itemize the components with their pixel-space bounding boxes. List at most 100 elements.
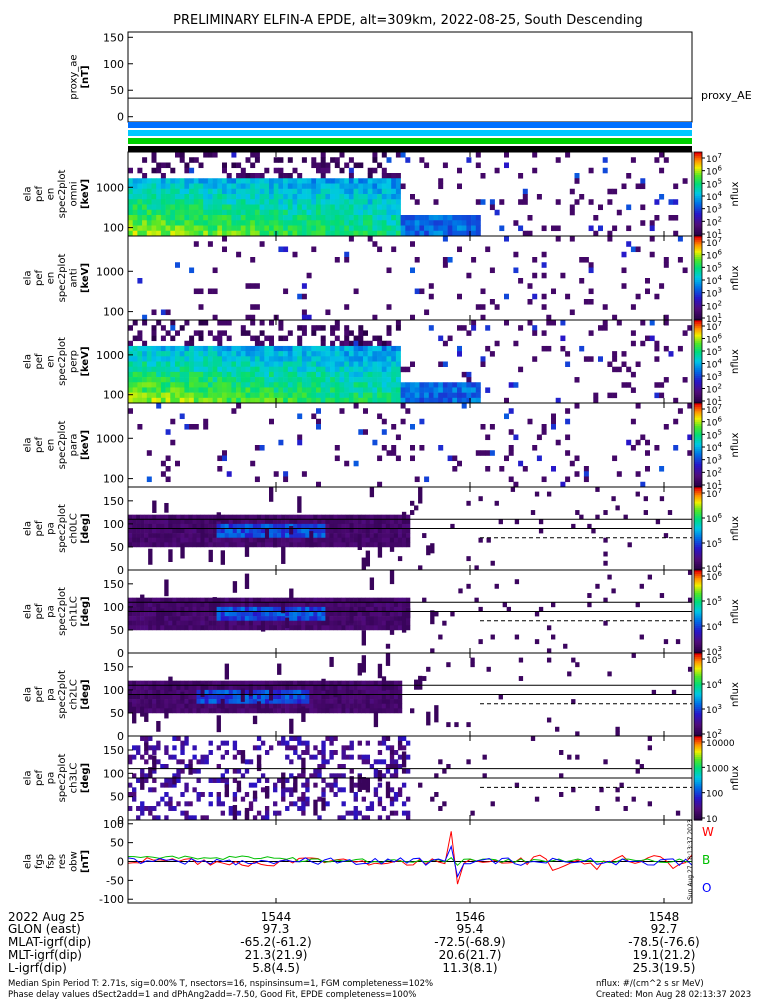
en_2-cell xyxy=(254,387,260,393)
pa_0-streak xyxy=(426,545,431,556)
en_1-cbar-cell xyxy=(694,236,702,239)
en_2-cell xyxy=(132,392,138,399)
en_2-cell xyxy=(348,382,354,388)
en_0-cell xyxy=(414,230,420,237)
en_2-cbar-cell xyxy=(694,392,702,396)
pa_1-cell xyxy=(248,611,254,617)
en_3-ylabel-0: ela xyxy=(23,437,34,452)
en_3-cell xyxy=(583,471,589,477)
en_2-cell xyxy=(353,351,359,357)
side-stamp: Sun Aug 27 18:13:37 2023 xyxy=(687,819,694,900)
en_1-cell xyxy=(654,293,660,300)
pa_0-cell xyxy=(224,533,230,539)
en_1-cell xyxy=(532,257,538,263)
en_0-cell xyxy=(386,215,392,221)
pa_0-cell xyxy=(244,528,250,534)
en_0-cell xyxy=(160,194,166,200)
en_0-cell xyxy=(395,230,401,237)
pa_3-cell xyxy=(216,764,221,769)
pa_1-cell xyxy=(224,625,230,631)
en_0-cell xyxy=(334,199,340,205)
pa_3-streak xyxy=(152,755,157,771)
en_2-cell xyxy=(240,356,246,362)
pa_1-cell xyxy=(289,606,294,612)
en_2-cell xyxy=(189,345,195,352)
en_3-cell xyxy=(687,450,693,456)
en_2-cbar-ticklabel: 104 xyxy=(706,358,722,371)
pa_1-cell xyxy=(478,639,483,645)
en_0-cell xyxy=(273,215,279,221)
en_0-cell xyxy=(358,215,364,221)
pa_1-cell xyxy=(128,597,133,603)
en_2-cell xyxy=(358,377,364,383)
en_3-cell xyxy=(583,476,589,483)
en_2-cell xyxy=(179,377,185,383)
en_2-cell xyxy=(372,397,378,404)
pa_2-cell xyxy=(337,694,342,700)
en_0-cell xyxy=(184,178,190,184)
en_0-cell xyxy=(353,230,359,237)
en_2-cell xyxy=(250,371,256,378)
en_1-cell xyxy=(250,283,256,289)
en_0-cell xyxy=(203,199,209,205)
en_2-cell xyxy=(259,351,265,357)
en_2-cbar-cell xyxy=(694,384,702,387)
pa_2-cell xyxy=(333,680,338,686)
en_0-cell xyxy=(461,215,467,221)
en_2-cell xyxy=(311,387,317,393)
en_0-cell xyxy=(377,199,383,205)
pa_0-streak xyxy=(164,502,169,513)
en_0-cell xyxy=(184,230,190,237)
en_2-cell xyxy=(207,397,213,404)
pa_0-cell xyxy=(160,523,165,529)
pa_1-cell xyxy=(192,606,197,612)
pa_0-cell xyxy=(240,533,246,539)
pa_2-cell xyxy=(285,703,290,709)
en_3-cell xyxy=(156,403,162,409)
en_0-cell xyxy=(654,199,660,205)
en_2-cell xyxy=(236,392,242,399)
pa_3-cell xyxy=(341,801,346,807)
pa_3-cell xyxy=(305,778,310,783)
en_2-cell xyxy=(334,366,340,373)
en_2-cell xyxy=(395,382,401,388)
en_0-cell xyxy=(151,178,157,184)
en_0-cell xyxy=(217,225,223,232)
en_0-cell xyxy=(226,209,232,216)
en_2-cell xyxy=(330,382,336,388)
pa_3-cell xyxy=(297,796,302,802)
pa_1-cell xyxy=(220,625,225,631)
pa_0-cell xyxy=(260,528,266,534)
en_0-cell xyxy=(518,199,524,205)
status-bar-0 xyxy=(128,122,692,128)
en_2-cell xyxy=(358,361,364,367)
footer-l-2: 11.3(8.1) xyxy=(442,961,497,975)
pa_3-cell xyxy=(349,740,354,746)
en_0-cell xyxy=(259,230,265,237)
en_1-cell xyxy=(254,304,260,310)
pa_1-cell xyxy=(514,634,520,640)
en_2-cell xyxy=(377,340,383,347)
en_2-cell xyxy=(175,387,180,393)
en_3-cbar-label: nflux xyxy=(730,432,741,457)
pa_0-cell xyxy=(329,542,334,548)
en_0-cell xyxy=(170,225,176,232)
en_2-cell xyxy=(311,361,317,367)
en_2-cell xyxy=(189,387,195,393)
pa_3-cell xyxy=(228,810,234,816)
en_3-cbar-cell xyxy=(694,447,702,450)
en_3-cbar-cell xyxy=(694,445,702,448)
en_1-cell xyxy=(414,257,420,263)
pa_2-cell xyxy=(208,708,213,714)
en_2-cell xyxy=(287,382,293,388)
pa_0-cell xyxy=(232,523,238,529)
pa_0-cbar-cell xyxy=(694,493,702,496)
en_2-cell xyxy=(165,387,171,393)
pa_1-cell xyxy=(341,611,346,617)
en_0-cell xyxy=(250,225,256,232)
en_0-cell xyxy=(198,199,204,205)
pa_1-cbar-cell xyxy=(694,588,702,592)
pa_1-cell xyxy=(345,606,350,612)
pa_1-cell xyxy=(128,620,133,626)
pa_3-cell xyxy=(220,810,225,816)
